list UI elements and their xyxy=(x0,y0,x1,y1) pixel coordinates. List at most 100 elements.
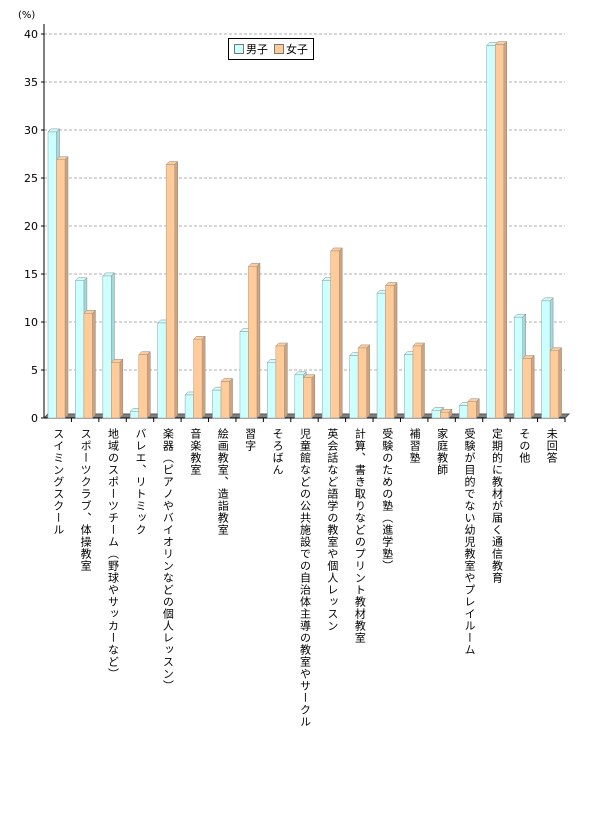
legend-item-girls: 女子 xyxy=(274,41,308,57)
x-tick-label: 家庭教師 xyxy=(435,428,449,476)
bar-side xyxy=(366,344,370,419)
bar-girls-11 xyxy=(357,344,371,419)
bar-front xyxy=(376,292,386,419)
bar-side xyxy=(119,358,124,419)
bar-side xyxy=(174,160,178,419)
bar-front xyxy=(111,362,121,419)
bar-front xyxy=(275,345,285,419)
x-tick-label: 未回答 xyxy=(545,428,559,464)
bar-front xyxy=(248,266,258,419)
bar-front xyxy=(102,275,112,419)
bar-side xyxy=(530,354,535,419)
bar-girls-1 xyxy=(83,309,97,419)
bar-front xyxy=(513,316,523,419)
bar-side xyxy=(201,335,206,419)
bar-side xyxy=(284,342,288,419)
bar-front xyxy=(294,374,304,419)
bar-girls-15 xyxy=(467,398,480,419)
bar-girls-16 xyxy=(494,40,508,419)
bar-girls-10 xyxy=(330,247,343,419)
y-tick-label: 15 xyxy=(24,268,38,281)
y-tick-label: 0 xyxy=(31,412,38,425)
bar-front xyxy=(349,355,359,419)
bar-front xyxy=(404,354,414,419)
y-tick-label: 35 xyxy=(24,76,38,89)
x-tick-label: 楽器（ピアノやバイオリンなどの個人レッスン） xyxy=(161,428,175,692)
x-tick-label: 計算、書き取りなどのプリント教材教室 xyxy=(353,428,367,644)
bar-side xyxy=(393,281,398,419)
bar-girls-14 xyxy=(439,408,453,419)
bar-side xyxy=(64,156,69,419)
x-tick-label: 受験のための塾（進学塾） xyxy=(380,428,394,572)
bar-girls-18 xyxy=(549,347,563,419)
bar-front xyxy=(239,331,249,419)
x-tick-label: 定期的に教材が届く通信教育 xyxy=(490,428,504,584)
bar-girls-2 xyxy=(110,358,124,419)
bar-girls-4 xyxy=(165,160,179,419)
x-tick-label: 絵画教室、造詣教室 xyxy=(216,428,230,536)
bar-front xyxy=(193,339,203,419)
bar-front xyxy=(330,250,340,419)
legend-label-boys: 男子 xyxy=(246,43,268,56)
bar-front xyxy=(130,411,140,419)
x-tick-label: バレエ、リトミック xyxy=(133,428,147,536)
x-tick-label: 地域のスポーツチーム（野球やサッカーなど） xyxy=(106,428,120,680)
x-tick-label: 受験が目的でない幼児教室やプレイルーム xyxy=(463,428,477,656)
bar-front xyxy=(459,405,469,419)
bar-side xyxy=(558,347,562,419)
bar-side xyxy=(503,40,507,419)
x-tick-label: 英会話など語学の教室や個人レッスン xyxy=(325,428,339,632)
legend-swatch-boys xyxy=(234,44,244,54)
y-tick-label: 10 xyxy=(24,316,38,329)
bar-girls-6 xyxy=(220,377,234,419)
y-tick-label: 20 xyxy=(24,220,38,233)
bar-girls-9 xyxy=(302,374,316,419)
bar-girls-13 xyxy=(412,342,426,419)
bar-girls-5 xyxy=(193,335,206,419)
y-unit-label: (%) xyxy=(18,10,36,21)
bar-front xyxy=(138,354,148,419)
bar-front xyxy=(385,285,395,419)
bar-side xyxy=(256,262,261,419)
bar-front xyxy=(440,411,450,419)
legend-label-girls: 女子 xyxy=(286,43,308,56)
bar-front xyxy=(412,345,422,419)
y-tick-label: 25 xyxy=(24,172,38,185)
legend-item-boys: 男子 xyxy=(234,41,268,57)
gridlines xyxy=(44,33,565,371)
bar-front xyxy=(184,394,194,419)
y-tick-label: 5 xyxy=(31,364,38,377)
bar-side xyxy=(476,398,480,419)
bar-front xyxy=(494,44,504,419)
bar-side xyxy=(92,309,96,419)
bar-girls-12 xyxy=(384,281,398,419)
bar-front xyxy=(157,322,167,419)
y-tick-label: 30 xyxy=(24,124,38,137)
x-tick-label: その他 xyxy=(517,428,531,464)
bar-front xyxy=(47,131,57,419)
legend: 男子 女子 xyxy=(228,38,314,60)
bar-girls-3 xyxy=(138,351,151,419)
bar-front xyxy=(541,300,551,419)
x-tick-label: 音楽教室 xyxy=(188,428,202,476)
bar-front xyxy=(431,410,441,419)
bar-front xyxy=(267,362,277,419)
x-tick-label: スポーツクラブ、体操教室 xyxy=(79,428,93,572)
bar-side xyxy=(147,351,151,419)
bar-side xyxy=(229,377,233,419)
bar-girls-7 xyxy=(247,262,261,419)
bar-side xyxy=(338,247,343,419)
bar-side xyxy=(421,342,425,419)
bar-front xyxy=(83,313,93,419)
bar-front xyxy=(321,280,331,419)
x-tick-label: スイミングスクール xyxy=(51,428,65,536)
x-tick-label: 習字 xyxy=(243,428,257,452)
bar-front xyxy=(357,347,367,419)
bar-front xyxy=(220,381,230,419)
bar-front xyxy=(56,159,66,419)
x-tick-label: そろばん xyxy=(271,428,285,476)
x-tick-label: 補習塾 xyxy=(408,428,422,464)
bar-girls-17 xyxy=(522,354,535,419)
bar-front xyxy=(549,350,559,419)
bar-front xyxy=(303,377,313,419)
